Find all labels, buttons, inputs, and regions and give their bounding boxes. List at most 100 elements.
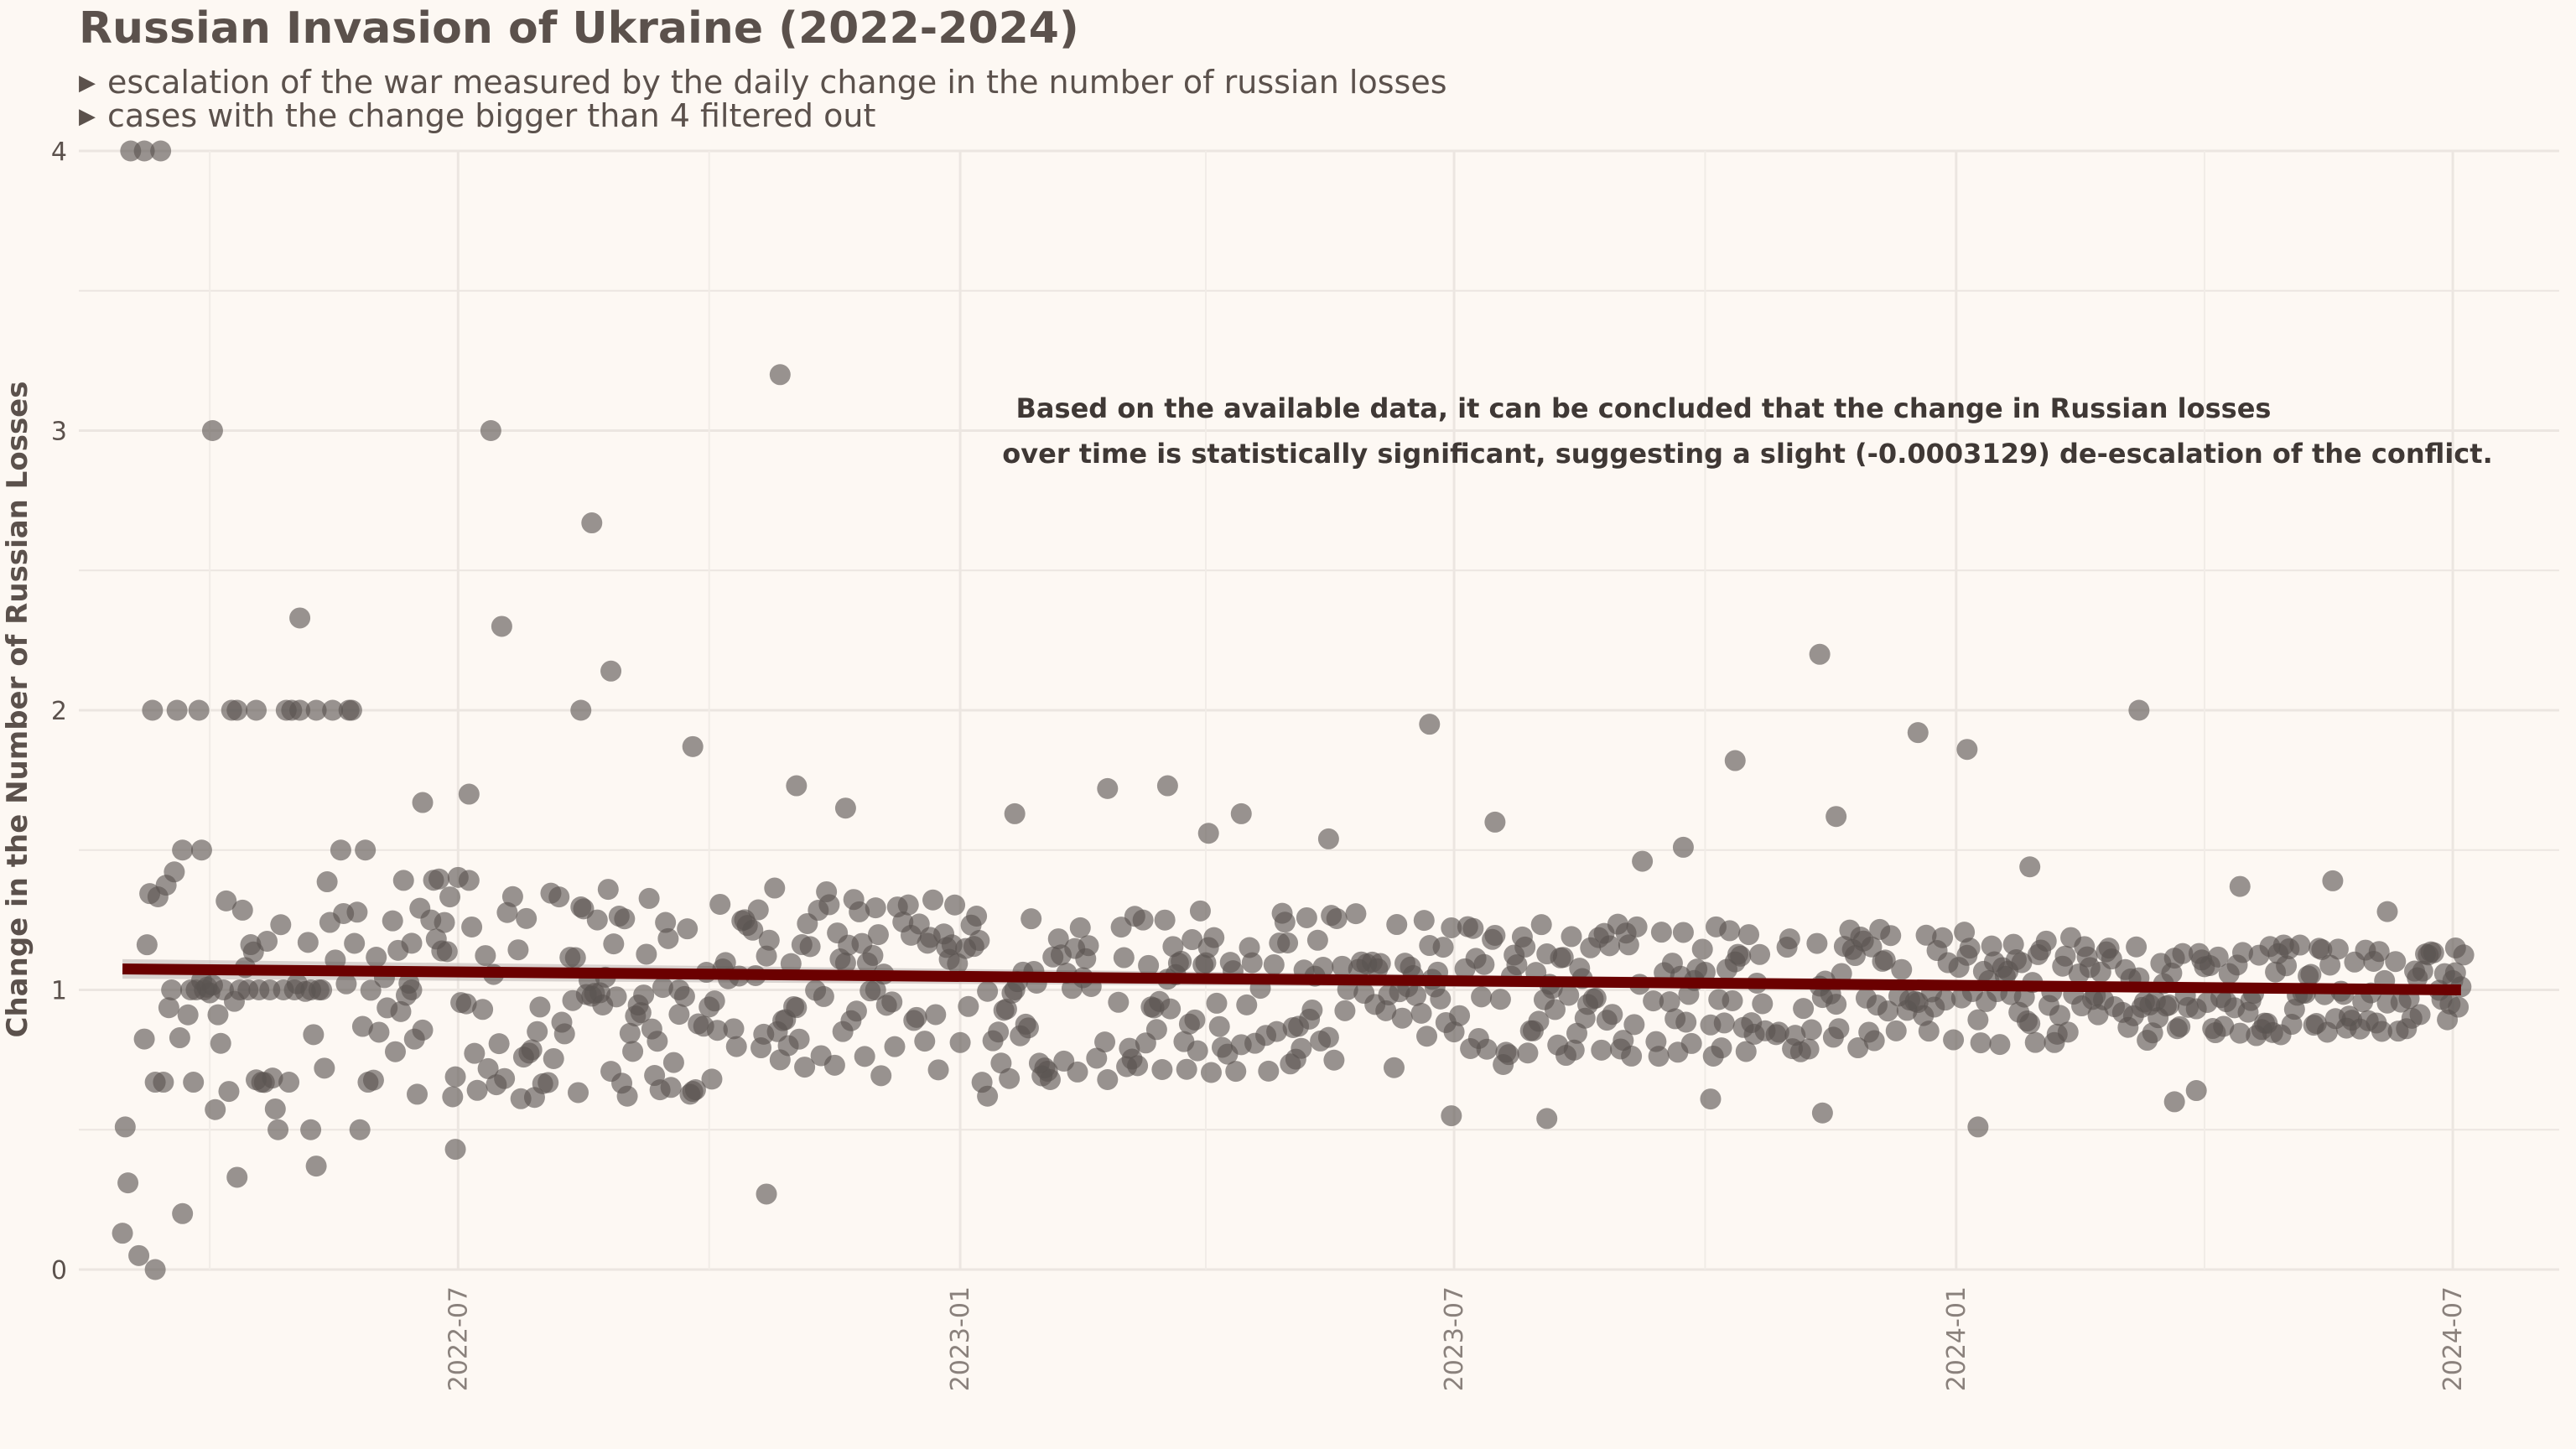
- data-point: [662, 1052, 684, 1073]
- data-point: [1489, 989, 1511, 1010]
- data-point: [368, 1021, 390, 1043]
- data-point: [501, 886, 523, 907]
- data-point: [401, 932, 423, 954]
- data-point: [169, 1027, 190, 1049]
- data-point: [1828, 1018, 1850, 1040]
- data-point: [756, 945, 777, 967]
- data-point: [314, 1057, 335, 1079]
- data-point: [133, 140, 155, 162]
- data-point: [2213, 1015, 2235, 1037]
- data-point: [2371, 1021, 2392, 1042]
- trend-line: [122, 963, 2461, 995]
- data-point: [1530, 914, 1552, 936]
- data-point: [1108, 991, 1130, 1013]
- data-point: [428, 868, 450, 890]
- data-point: [507, 939, 529, 961]
- data-point: [1722, 989, 1743, 1011]
- data-point: [1536, 1108, 1558, 1130]
- data-point: [1621, 1045, 1643, 1067]
- data-point: [543, 1047, 564, 1069]
- data-point: [316, 871, 338, 893]
- data-point: [538, 1072, 559, 1093]
- data-point: [2276, 955, 2298, 977]
- data-point: [1326, 907, 1348, 929]
- data-point: [1182, 929, 1203, 951]
- data-point: [1585, 987, 1607, 1009]
- data-point: [344, 932, 366, 954]
- data-point: [2412, 960, 2433, 982]
- data-point: [922, 889, 944, 911]
- data-point: [398, 973, 420, 995]
- data-point: [1528, 1010, 1550, 1032]
- data-point: [1719, 920, 1741, 942]
- data-point: [1811, 1102, 1833, 1124]
- data-point: [655, 911, 677, 933]
- data-point: [303, 1024, 325, 1046]
- data-point: [362, 1069, 384, 1091]
- data-point: [1959, 937, 1981, 959]
- bullet-triangle-icon: ▶: [79, 104, 96, 129]
- data-point: [1097, 777, 1119, 799]
- data-point: [1517, 1042, 1539, 1064]
- data-point: [1151, 1059, 1173, 1081]
- data-point: [780, 953, 802, 974]
- data-point: [1700, 1088, 1722, 1110]
- data-point: [1691, 938, 1713, 960]
- data-point: [605, 986, 627, 1008]
- data-point: [2229, 875, 2251, 897]
- data-point: [1476, 1038, 1498, 1060]
- x-tick-label: 2023-01: [946, 1286, 975, 1391]
- data-point: [205, 1098, 226, 1120]
- data-point: [971, 1072, 993, 1093]
- data-point: [1967, 1116, 1989, 1138]
- data-point: [1078, 935, 1099, 957]
- annotation-line-2: over time is statistically significant, …: [1002, 438, 2492, 470]
- data-point: [488, 1033, 510, 1055]
- data-point: [1258, 1060, 1280, 1082]
- data-point: [117, 1172, 139, 1194]
- data-point: [1443, 1021, 1465, 1043]
- data-point: [1648, 1046, 1670, 1067]
- data-point: [845, 1000, 867, 1022]
- data-point: [1171, 950, 1192, 972]
- data-point: [1563, 1039, 1585, 1061]
- data-point: [1552, 947, 1574, 969]
- data-point: [914, 1031, 936, 1052]
- data-point: [1241, 952, 1263, 974]
- data-point: [1277, 932, 1299, 953]
- data-point: [1711, 1037, 1732, 1059]
- y-tick-label: 2: [51, 697, 67, 726]
- data-point: [958, 995, 979, 1017]
- data-point: [570, 699, 592, 721]
- data-point: [1332, 955, 1353, 977]
- data-point: [1749, 943, 1771, 965]
- data-point: [1484, 924, 1506, 946]
- data-point: [1473, 953, 1495, 975]
- y-tick-label: 0: [51, 1256, 67, 1285]
- data-point: [1793, 998, 1815, 1020]
- data-point: [2035, 930, 2057, 952]
- data-point: [548, 886, 570, 908]
- y-tick-label: 4: [51, 138, 67, 167]
- data-point: [1643, 990, 1665, 1012]
- data-point: [246, 699, 267, 721]
- data-point: [2057, 1021, 2079, 1043]
- data-point: [1069, 917, 1091, 938]
- data-point: [834, 952, 856, 974]
- data-point: [949, 1031, 971, 1053]
- data-point: [2207, 946, 2229, 968]
- data-point: [1047, 928, 1069, 950]
- data-point: [756, 1183, 777, 1205]
- x-tick-label: 2023-07: [1440, 1286, 1469, 1391]
- data-point: [322, 699, 344, 721]
- data-point: [2409, 1004, 2431, 1026]
- data-point: [1694, 961, 1716, 983]
- data-point: [516, 907, 538, 929]
- data-point: [786, 997, 808, 1019]
- data-point: [491, 615, 512, 637]
- data-point: [1650, 922, 1672, 943]
- data-point: [278, 1072, 300, 1093]
- data-point: [1416, 1026, 1438, 1047]
- data-point: [1956, 739, 1978, 761]
- data-point: [684, 1079, 706, 1101]
